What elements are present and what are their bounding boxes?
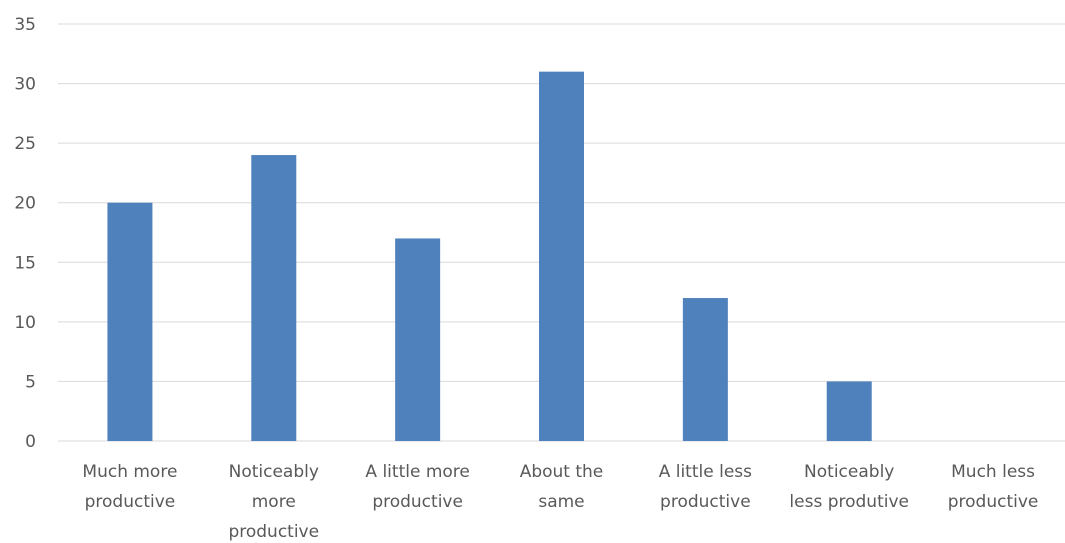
x-category-label: Noticeably less produtive [789, 462, 909, 512]
x-category-label-line: productive [660, 492, 751, 512]
x-category-label: About the same [520, 462, 604, 512]
y-axis-tick-labels: 0 5 10 15 20 25 30 35 [14, 15, 36, 452]
x-category-label-line: Noticeably [804, 462, 894, 482]
x-category-label: A little less productive [659, 462, 752, 512]
bar-4 [682, 298, 728, 441]
y-tick-label: 20 [14, 194, 36, 214]
y-tick-label: 10 [14, 313, 36, 333]
x-category-label: Much less productive [948, 462, 1039, 512]
bars [107, 71, 872, 442]
x-category-label: Much more productive [82, 462, 177, 512]
x-axis-category-labels: Much more productive Noticeably more product… [82, 462, 1038, 542]
x-category-label-line: Noticeably [229, 462, 319, 482]
bar-5 [826, 381, 872, 441]
x-category-label: Noticeably more productive [228, 462, 319, 542]
x-category-label-line: productive [948, 492, 1039, 512]
x-category-label-line: same [538, 492, 584, 512]
x-category-label-line: About the [520, 462, 604, 482]
y-tick-label: 30 [14, 75, 36, 95]
x-category-label-line: Much more [82, 462, 177, 482]
x-category-label: A little more productive [365, 462, 469, 512]
y-tick-label: 0 [25, 432, 36, 452]
y-tick-label: 25 [14, 134, 36, 154]
bar-3 [539, 71, 584, 442]
x-category-label-line: productive [372, 492, 463, 512]
bar-1 [251, 155, 297, 442]
x-category-label-line: less produtive [789, 492, 909, 512]
x-category-label-line: A little more [365, 462, 469, 482]
x-category-label-line: A little less [659, 462, 752, 482]
y-tick-label: 35 [14, 15, 36, 35]
y-tick-label: 15 [14, 253, 36, 273]
y-tick-label: 5 [25, 372, 36, 392]
x-category-label-line: productive [228, 522, 319, 542]
bar-2 [395, 238, 441, 441]
x-category-label-line: productive [85, 492, 176, 512]
x-category-label-line: Much less [951, 462, 1035, 482]
x-category-label-line: more [252, 492, 296, 512]
bar-0 [107, 202, 153, 441]
